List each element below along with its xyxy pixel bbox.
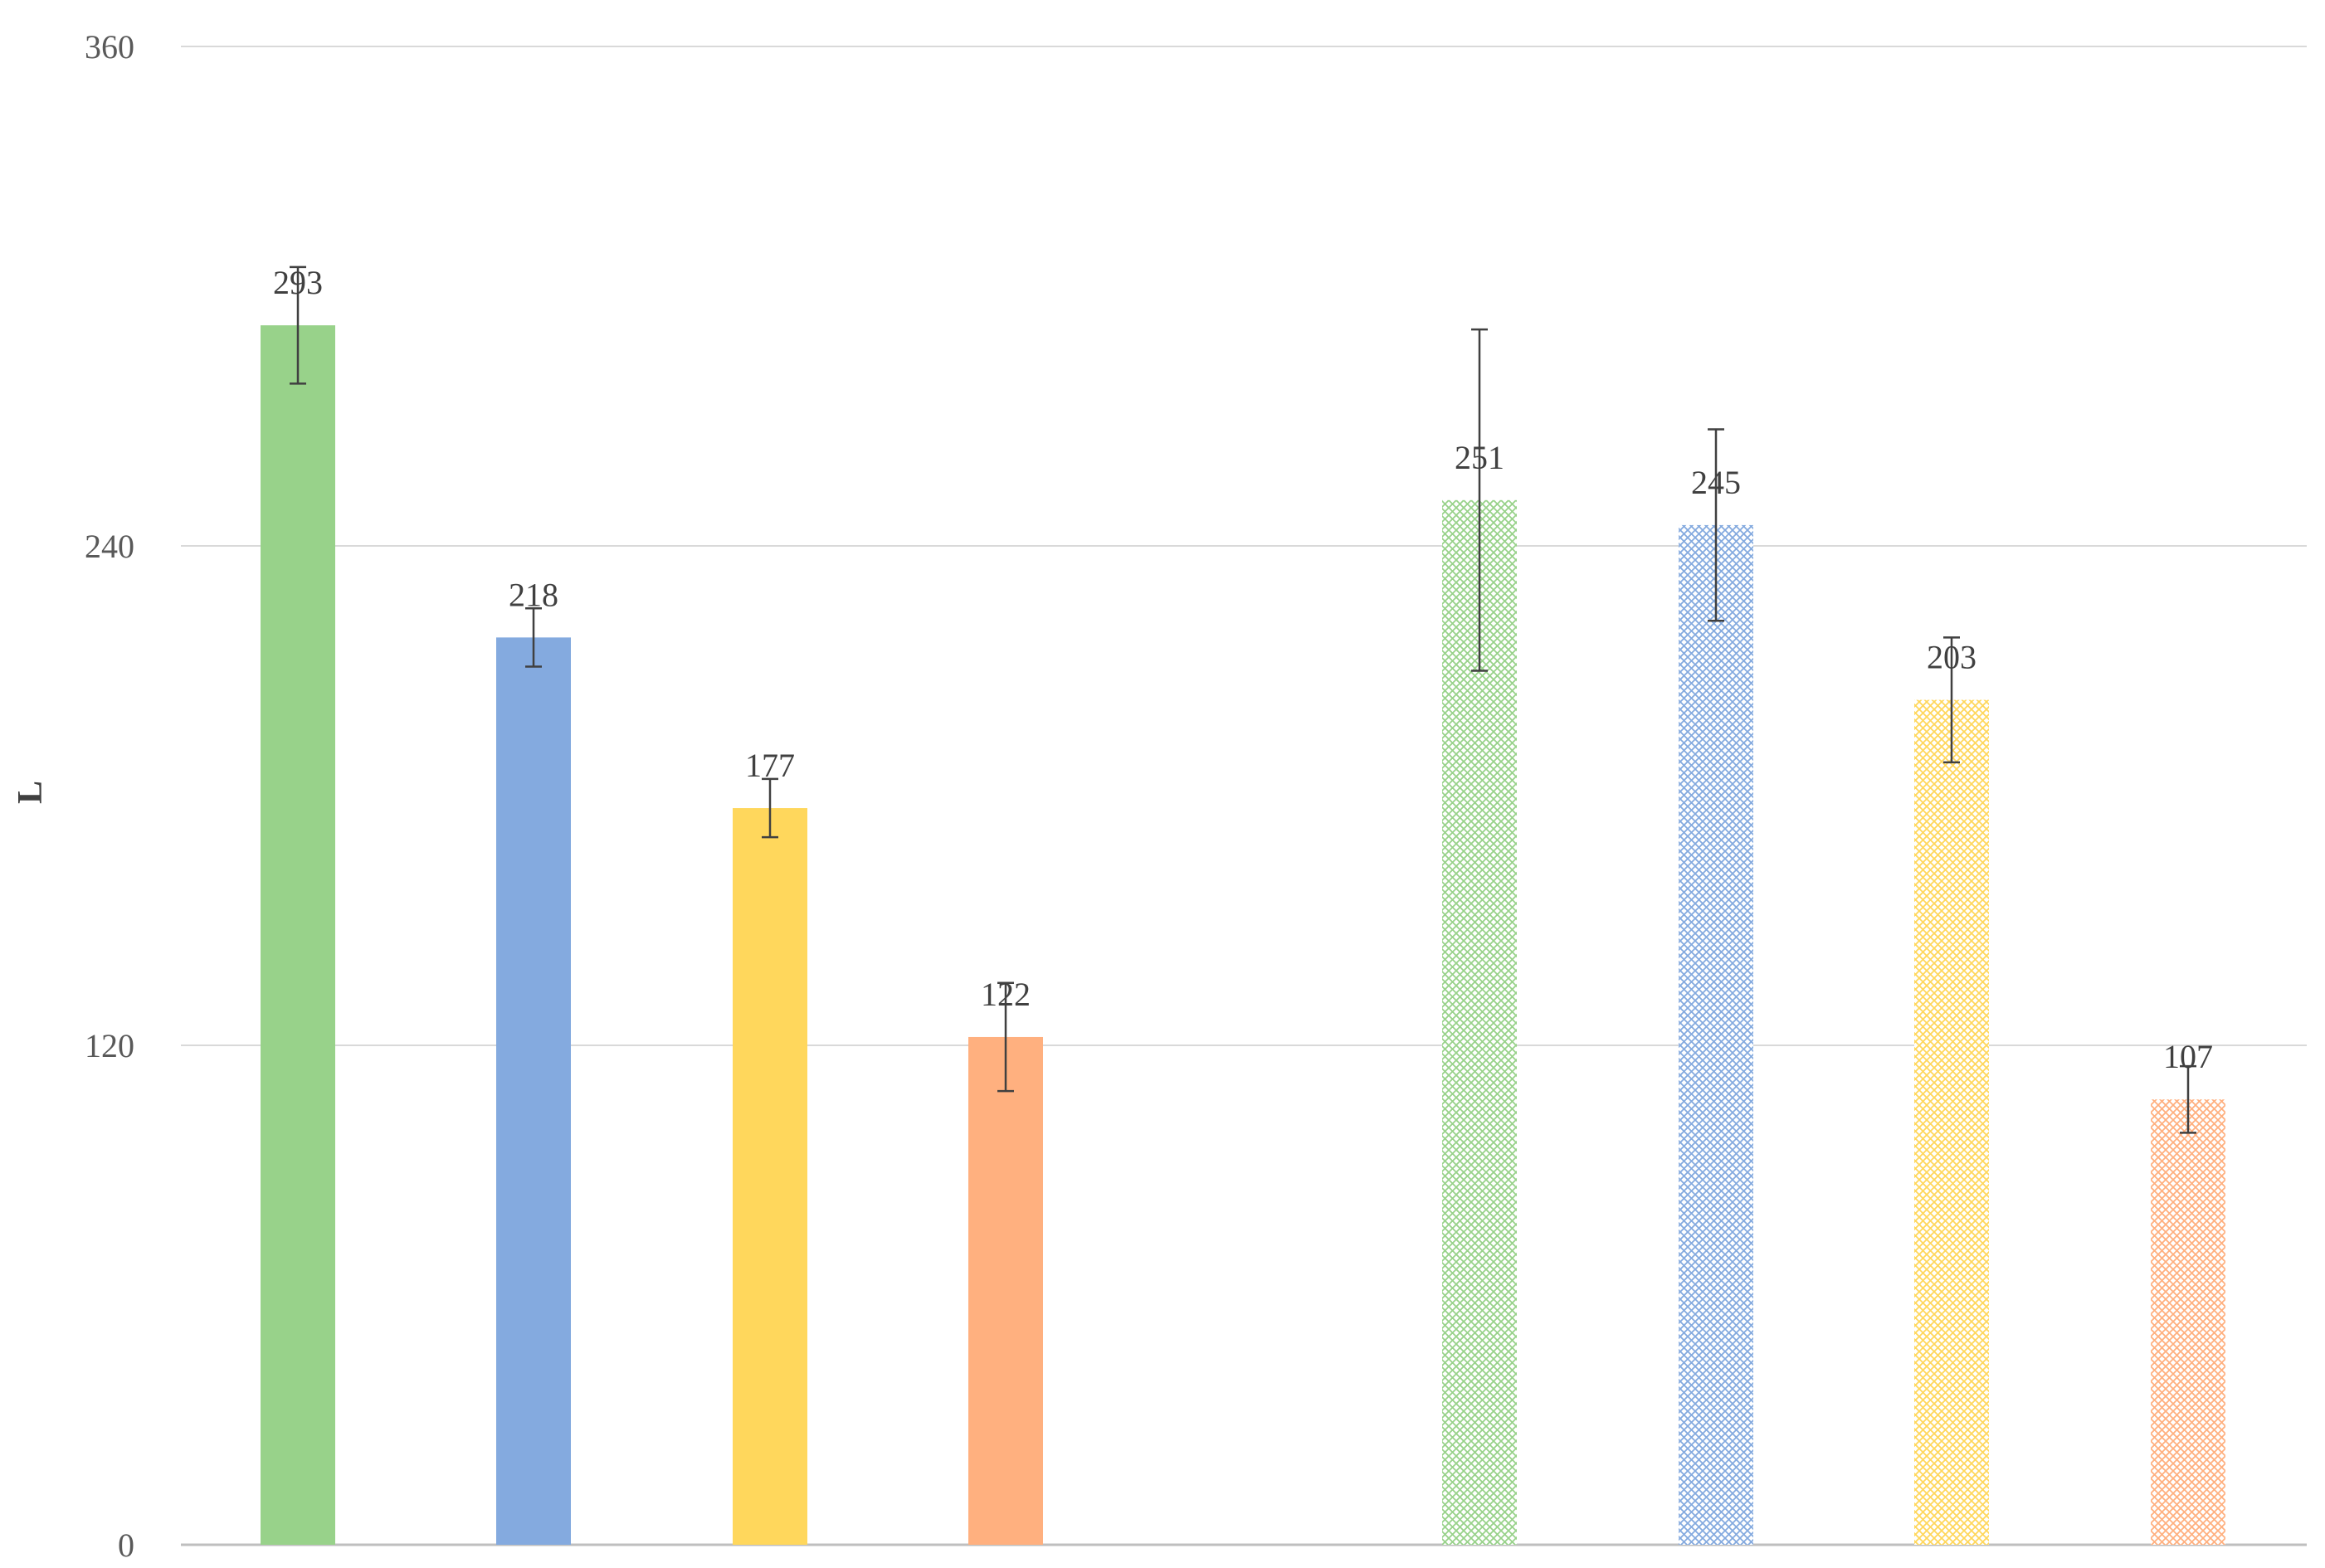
data-label: 293 [273,264,323,301]
error-bar [1943,636,1960,764]
data-label: 251 [1455,439,1504,476]
y-tick-label: 240 [85,528,134,565]
bar [968,1036,1043,1545]
error-bar [997,981,1014,1093]
data-label: 203 [1927,639,1976,676]
error-bar [2180,1064,2196,1134]
y-axis-title: L [12,781,50,804]
bar [733,808,807,1545]
data-label: 245 [1691,464,1741,501]
bar [496,637,571,1545]
error-bar [1708,428,1724,622]
bar [1679,524,1753,1545]
data-label: 122 [981,976,1031,1013]
bars [261,325,2225,1545]
bar [2151,1099,2225,1545]
error-bar [1471,328,1488,672]
y-tick-label: 360 [85,28,134,66]
bar [1914,699,1989,1545]
data-label: 218 [509,576,558,613]
y-axis-tick-labels: 0 120 240 360 [85,28,134,1564]
error-bars [290,265,2196,1134]
data-label: 107 [2163,1038,2213,1075]
y-tick-label: 0 [118,1527,134,1564]
error-bar [762,777,778,839]
bar [261,325,335,1545]
error-bar [525,607,542,668]
error-bar [290,265,306,385]
bar [1442,499,1517,1545]
data-labels: 293 218 177 122 251 245 203 107 [273,264,2213,1075]
data-label: 177 [745,747,795,784]
y-tick-label: 120 [85,1027,134,1064]
